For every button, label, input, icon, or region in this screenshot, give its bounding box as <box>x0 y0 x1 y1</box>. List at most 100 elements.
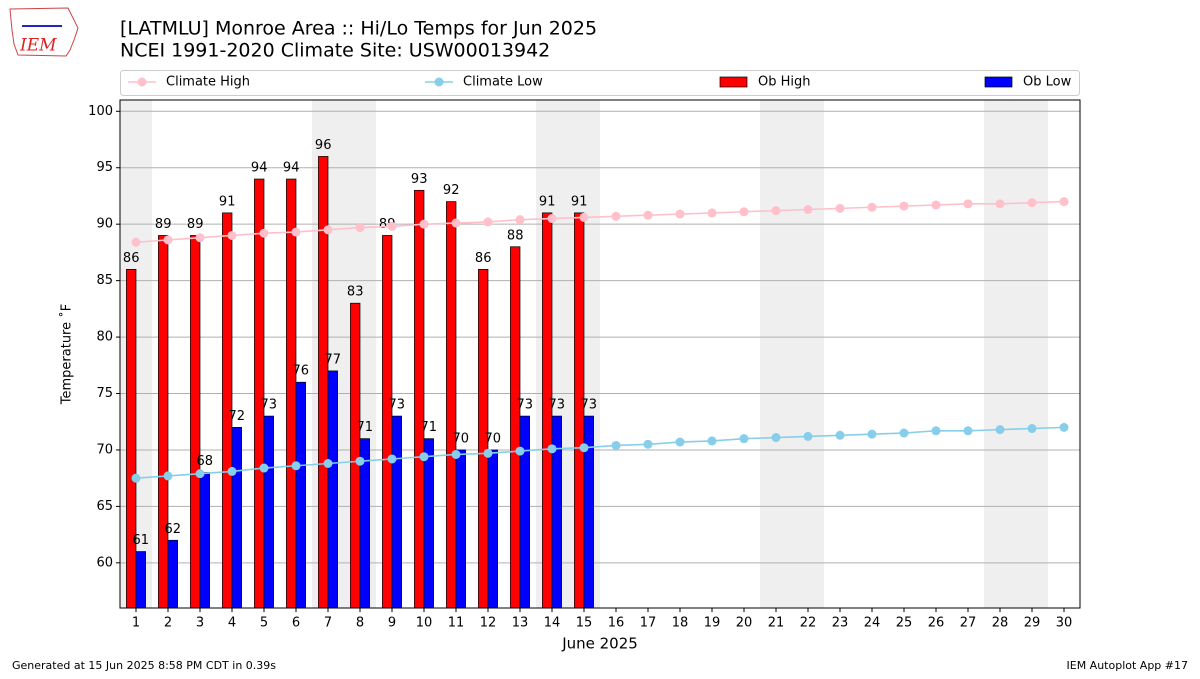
bar <box>199 472 210 609</box>
line-point <box>579 443 589 453</box>
chart-subtitle: NCEI 1991-2020 Climate Site: USW00013942 <box>120 40 550 62</box>
line-point <box>899 201 909 211</box>
line-point <box>771 433 781 443</box>
x-tick-label: 24 <box>864 616 881 631</box>
line-point <box>419 219 429 229</box>
footer-left: Generated at 15 Jun 2025 8:58 PM CDT in … <box>12 659 276 672</box>
line-point <box>771 206 781 216</box>
line-point <box>867 429 877 439</box>
line-point <box>995 199 1005 209</box>
bar <box>327 370 338 609</box>
data-label: 93 <box>411 172 428 187</box>
y-tick-label: 80 <box>96 330 113 345</box>
shade <box>760 100 792 608</box>
logo-text: IEM <box>19 36 57 56</box>
data-label: 91 <box>219 194 236 209</box>
data-label: 88 <box>507 228 524 243</box>
line-point <box>1059 197 1069 207</box>
line-point <box>803 431 813 441</box>
data-label: 89 <box>187 217 204 232</box>
line-point <box>931 426 941 436</box>
line-point <box>515 215 525 225</box>
line-point <box>227 466 237 476</box>
data-label: 73 <box>517 398 534 413</box>
x-tick-label: 23 <box>832 616 849 631</box>
legend-swatch <box>719 76 748 88</box>
legend-label: Climate High <box>166 75 250 90</box>
bar <box>126 268 137 609</box>
data-label: 94 <box>283 161 300 176</box>
data-label: 71 <box>421 420 438 435</box>
chart-title: [LATMLU] Monroe Area :: Hi/Lo Temps for … <box>120 18 597 40</box>
bar <box>286 178 297 609</box>
line-point <box>163 471 173 481</box>
bar <box>455 449 466 609</box>
x-tick-label: 17 <box>640 616 657 631</box>
data-label: 71 <box>357 420 374 435</box>
data-label: 68 <box>197 454 214 469</box>
line-point <box>483 217 493 227</box>
data-label: 83 <box>347 285 364 300</box>
bar <box>487 449 498 609</box>
x-tick-label: 2 <box>164 616 172 631</box>
line-point <box>547 214 557 224</box>
x-tick-label: 16 <box>608 616 625 631</box>
x-tick-label: 22 <box>800 616 817 631</box>
line-point <box>131 237 141 247</box>
x-tick-label: 1 <box>132 616 140 631</box>
line-point <box>227 230 237 240</box>
bar <box>423 438 434 609</box>
plot-frame <box>119 99 1081 609</box>
line-point <box>963 426 973 436</box>
bar <box>254 178 265 609</box>
data-label: 73 <box>389 398 406 413</box>
line-point <box>707 436 717 446</box>
x-tick-label: 27 <box>960 616 977 631</box>
y-tick-label: 60 <box>96 555 113 570</box>
x-tick-label: 3 <box>196 616 204 631</box>
y-tick-label: 90 <box>96 217 113 232</box>
x-tick-label: 30 <box>1056 616 1073 631</box>
legend-box <box>120 70 1080 96</box>
line-point <box>163 235 173 245</box>
x-tick-label: 5 <box>260 616 268 631</box>
data-label: 62 <box>165 522 182 537</box>
line-point <box>579 212 589 222</box>
x-tick-label: 4 <box>228 616 236 631</box>
legend-item: Climate High <box>128 75 250 90</box>
line <box>135 200 1065 244</box>
line-point <box>899 428 909 438</box>
line-point <box>835 203 845 213</box>
bar <box>231 427 242 609</box>
line-point <box>835 430 845 440</box>
legend-label: Ob High <box>758 75 811 90</box>
legend-swatch <box>434 77 444 87</box>
x-tick-label: 13 <box>512 616 529 631</box>
x-tick-label: 25 <box>896 616 913 631</box>
shade <box>984 100 1016 608</box>
bar <box>519 415 530 609</box>
data-label: 86 <box>475 251 492 266</box>
line-point <box>611 211 621 221</box>
line-point <box>323 459 333 469</box>
line-point <box>323 225 333 235</box>
legend-item: Ob High <box>719 75 811 90</box>
y-tick-label: 70 <box>96 442 113 457</box>
bar <box>158 235 169 609</box>
line-point <box>963 199 973 209</box>
data-label: 94 <box>251 161 268 176</box>
y-axis-label: Temperature ˚F <box>59 304 75 405</box>
line <box>135 426 1065 479</box>
y-tick-label: 100 <box>88 104 113 119</box>
footer-right: IEM Autoplot App #17 <box>1067 659 1189 672</box>
data-label: 70 <box>453 431 470 446</box>
x-tick-label: 7 <box>324 616 332 631</box>
data-label: 73 <box>261 398 278 413</box>
line-point <box>675 437 685 447</box>
line-point <box>547 444 557 454</box>
bar <box>510 246 521 609</box>
x-tick-label: 12 <box>480 616 497 631</box>
data-label: 61 <box>133 533 150 548</box>
x-axis-label: June 2025 <box>561 635 638 653</box>
bar <box>391 415 402 609</box>
